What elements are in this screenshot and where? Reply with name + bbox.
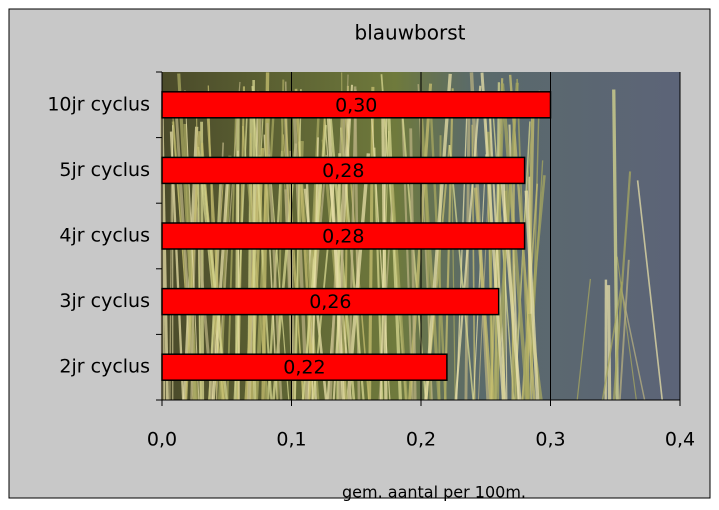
value-label: 0,28 bbox=[322, 160, 364, 182]
x-tick-label: 0,0 bbox=[147, 429, 177, 451]
reed bbox=[608, 285, 609, 400]
x-tick-label: 0,1 bbox=[276, 429, 306, 451]
x-tick-label: 0,4 bbox=[665, 429, 695, 451]
chart-title: blauwborst bbox=[355, 21, 466, 45]
value-label: 0,30 bbox=[335, 94, 377, 116]
y-tick-label: 4jr cyclus bbox=[59, 225, 150, 247]
y-tick-label: 3jr cyclus bbox=[59, 290, 150, 312]
y-tick-label: 5jr cyclus bbox=[59, 159, 150, 181]
y-tick-label: 10jr cyclus bbox=[47, 93, 150, 115]
value-label: 0,28 bbox=[322, 226, 364, 248]
x-axis-label: gem. aantal per 100m. bbox=[342, 483, 526, 502]
x-tick-label: 0,2 bbox=[406, 429, 436, 451]
value-label: 0,22 bbox=[283, 357, 325, 379]
x-tick-label: 0,3 bbox=[535, 429, 565, 451]
value-label: 0,26 bbox=[309, 291, 351, 313]
y-tick-label: 2jr cyclus bbox=[59, 356, 150, 378]
